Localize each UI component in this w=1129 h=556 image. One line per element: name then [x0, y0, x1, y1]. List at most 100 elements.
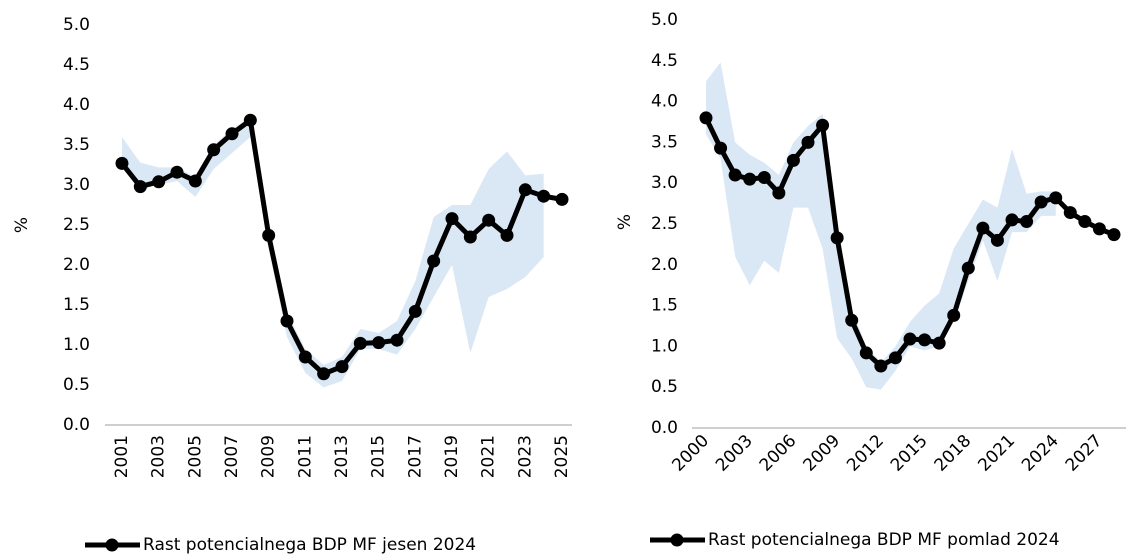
x-tick-label: 2001: [112, 435, 132, 478]
y-tick-label: 5.0: [63, 15, 90, 35]
x-tick-label: 2027: [1062, 431, 1107, 476]
y-tick-label: 0.0: [651, 418, 678, 438]
data-point: [859, 346, 873, 360]
range-band: [122, 117, 544, 388]
data-point: [225, 127, 239, 141]
y-tick-label: 4.5: [63, 55, 90, 75]
data-point: [990, 233, 1004, 247]
data-point: [335, 360, 349, 374]
y-tick-label: 1.0: [651, 336, 678, 356]
data-point: [133, 180, 147, 194]
legend-marker: [105, 538, 119, 552]
data-point: [1078, 215, 1092, 229]
x-tick-label: 2012: [843, 431, 888, 476]
data-point: [280, 314, 294, 328]
y-tick-label: 4.0: [63, 95, 90, 115]
x-tick-label: 2006: [756, 431, 801, 476]
x-tick-label: 2013: [332, 435, 352, 478]
data-point: [463, 230, 477, 244]
data-point: [372, 336, 386, 350]
y-tick-label: 2.5: [63, 215, 90, 235]
x-tick-label: 2005: [185, 435, 205, 478]
data-point: [555, 192, 569, 206]
x-tick-label: 2019: [442, 435, 462, 478]
data-point: [1049, 191, 1063, 205]
x-tick-label: 2009: [799, 431, 844, 476]
data-point: [918, 333, 932, 347]
x-tick-label: 2021: [479, 435, 499, 478]
x-tick-label: 2015: [887, 431, 932, 476]
y-tick-label: 5.0: [651, 10, 678, 30]
data-point: [537, 189, 551, 203]
data-point: [1005, 213, 1019, 227]
legend-marker: [670, 533, 684, 547]
x-tick-label: 2015: [369, 435, 389, 478]
data-point: [947, 308, 961, 322]
data-point: [786, 153, 800, 167]
x-tick-label: 2003: [149, 435, 169, 478]
data-point: [115, 156, 129, 170]
data-point: [390, 333, 404, 347]
legend-label: Rast potencialnega BDP MF jesen 2024: [143, 535, 476, 555]
data-point: [317, 367, 331, 381]
data-point: [1107, 228, 1121, 242]
x-tick-label: 2023: [515, 435, 535, 478]
data-point: [801, 135, 815, 149]
data-point: [743, 172, 757, 186]
y-tick-label: 0.5: [651, 377, 678, 397]
y-tick-label: 2.0: [651, 255, 678, 275]
data-point: [1034, 195, 1048, 209]
y-tick-label: 1.5: [651, 296, 678, 316]
x-tick-label: 2024: [1018, 431, 1063, 476]
y-tick-label: 2.0: [63, 255, 90, 275]
data-point: [874, 359, 888, 373]
data-point: [772, 186, 786, 200]
data-point: [699, 111, 713, 125]
data-point: [207, 143, 221, 157]
data-point: [408, 304, 422, 318]
y-tick-label: 4.5: [651, 51, 678, 71]
data-point: [1020, 215, 1034, 229]
data-point: [845, 313, 859, 327]
y-axis-label: %: [12, 217, 32, 233]
x-tick-label: 2011: [295, 435, 315, 478]
y-tick-label: 1.5: [63, 295, 90, 315]
data-point: [262, 228, 276, 242]
data-point: [353, 336, 367, 350]
data-point: [170, 165, 184, 179]
data-point: [482, 213, 496, 227]
y-tick-label: 3.5: [651, 132, 678, 152]
data-point: [188, 174, 202, 188]
data-point: [714, 141, 728, 155]
x-tick-label: 2007: [222, 435, 242, 478]
y-tick-label: 0.5: [63, 375, 90, 395]
data-point: [816, 118, 830, 132]
x-tick-label: 2009: [259, 435, 279, 478]
data-point: [152, 175, 166, 189]
data-point: [888, 351, 902, 365]
x-tick-label: 2025: [552, 435, 572, 478]
data-point: [903, 332, 917, 346]
x-tick-label: 2018: [931, 431, 976, 476]
data-point: [298, 350, 312, 364]
y-tick-label: 0.0: [63, 415, 90, 435]
y-tick-label: 3.5: [63, 135, 90, 155]
data-point: [445, 212, 459, 226]
data-point: [518, 183, 532, 197]
x-tick-label: 2017: [405, 435, 425, 478]
y-tick-label: 4.0: [651, 92, 678, 112]
data-point: [1092, 222, 1106, 236]
x-tick-label: 2021: [974, 431, 1019, 476]
y-axis-label: %: [615, 214, 635, 230]
data-point: [961, 261, 975, 275]
range-band: [706, 62, 1056, 390]
y-tick-label: 1.0: [63, 335, 90, 355]
y-tick-label: 3.0: [651, 173, 678, 193]
data-point: [427, 254, 441, 268]
data-point: [1063, 206, 1077, 220]
y-tick-label: 2.5: [651, 214, 678, 234]
data-point: [500, 228, 514, 242]
data-point: [243, 113, 257, 127]
y-tick-label: 3.0: [63, 175, 90, 195]
data-point: [830, 231, 844, 245]
